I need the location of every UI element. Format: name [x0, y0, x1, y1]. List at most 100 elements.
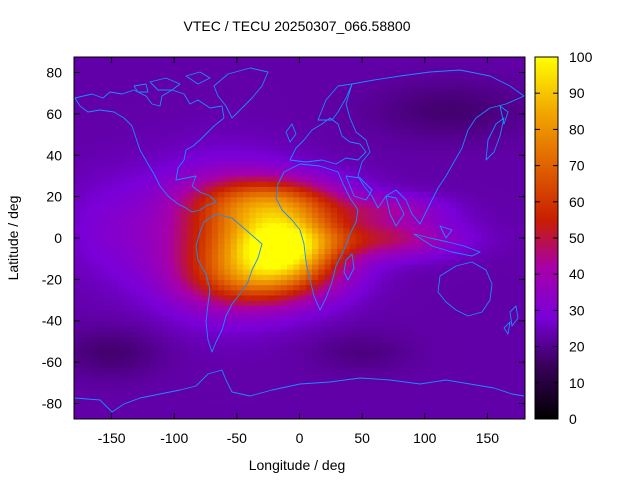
- heatmap-cell: [481, 129, 489, 136]
- heatmap-cell: [312, 341, 319, 348]
- heatmap-cell: [443, 201, 451, 208]
- heatmap-cell: [92, 57, 100, 63]
- heatmap-cell: [318, 232, 326, 239]
- heatmap-cell: [199, 196, 207, 203]
- heatmap-cell: [193, 387, 200, 394]
- heatmap-cell: [230, 258, 238, 265]
- heatmap-cell: [155, 144, 163, 151]
- heatmap-cell: [74, 398, 81, 405]
- heatmap-cell: [456, 243, 463, 249]
- heatmap-cell: [293, 93, 301, 99]
- heatmap-cell: [330, 129, 338, 136]
- heatmap-cell: [487, 77, 495, 84]
- heatmap-cell: [268, 62, 276, 68]
- heatmap-cell: [124, 206, 131, 213]
- heatmap-cell: [280, 305, 288, 311]
- heatmap-cell: [117, 212, 125, 218]
- heatmap-cell: [337, 294, 344, 301]
- heatmap-cell: [74, 243, 81, 249]
- heatmap-cell: [468, 351, 476, 358]
- heatmap-cell: [512, 362, 520, 368]
- heatmap-cell: [230, 165, 238, 172]
- heatmap-cell: [368, 269, 376, 275]
- heatmap-cell: [337, 98, 344, 105]
- heatmap-cell: [186, 62, 194, 68]
- heatmap-cell: [211, 377, 219, 384]
- heatmap-cell: [493, 155, 501, 162]
- heatmap-cell: [481, 243, 489, 249]
- heatmap-cell: [374, 351, 382, 358]
- heatmap-cell: [518, 305, 525, 311]
- heatmap-cell: [274, 134, 282, 141]
- heatmap-cell: [136, 98, 144, 105]
- heatmap-cell: [518, 113, 525, 120]
- heatmap-cell: [305, 62, 313, 68]
- heatmap-cell: [124, 289, 131, 296]
- heatmap-cell: [506, 227, 514, 234]
- heatmap-cell: [412, 88, 420, 94]
- heatmap-cell: [499, 279, 507, 286]
- heatmap-cell: [92, 82, 100, 89]
- heatmap-cell: [255, 175, 263, 182]
- heatmap-cell: [243, 62, 250, 68]
- heatmap-cell: [161, 77, 169, 84]
- heatmap-cell: [136, 356, 144, 363]
- heatmap-cell: [218, 82, 225, 89]
- heatmap-cell: [249, 263, 257, 270]
- heatmap-cell: [230, 103, 238, 110]
- heatmap-cell: [199, 289, 207, 296]
- heatmap-cell: [80, 398, 88, 405]
- heatmap-cell: [481, 62, 489, 68]
- heatmap-cell: [412, 62, 420, 68]
- heatmap-cell: [305, 222, 313, 229]
- heatmap-cell: [80, 212, 88, 218]
- heatmap-cell: [362, 139, 369, 146]
- heatmap-cell: [518, 119, 525, 125]
- heatmap-cell: [136, 113, 144, 120]
- heatmap-cell: [462, 351, 470, 358]
- heatmap-cell: [355, 346, 363, 353]
- heatmap-cell: [493, 372, 501, 379]
- heatmap-cell: [274, 201, 282, 208]
- vtec-heatmap: [74, 57, 525, 419]
- heatmap-cell: [424, 88, 432, 94]
- heatmap-cell: [268, 315, 276, 322]
- heatmap-cell: [180, 393, 188, 399]
- heatmap-cell: [506, 336, 514, 343]
- heatmap-cell: [211, 206, 219, 213]
- heatmap-cell: [124, 82, 131, 89]
- heatmap-cell: [487, 217, 495, 224]
- heatmap-cell: [443, 382, 451, 389]
- heatmap-cell: [324, 232, 332, 239]
- heatmap-cell: [405, 362, 413, 368]
- heatmap-cell: [261, 139, 269, 146]
- heatmap-cell: [149, 144, 157, 151]
- heatmap-cell: [418, 413, 426, 419]
- heatmap-cell: [437, 248, 445, 255]
- heatmap-cell: [318, 186, 326, 193]
- heatmap-cell: [280, 331, 288, 337]
- heatmap-cell: [236, 372, 244, 379]
- heatmap-cell: [193, 57, 200, 63]
- heatmap-cell: [199, 191, 207, 198]
- heatmap-cell: [243, 206, 250, 213]
- heatmap-cell: [280, 403, 288, 410]
- heatmap-cell: [387, 341, 395, 348]
- heatmap-cell: [111, 108, 119, 115]
- heatmap-cell: [349, 356, 357, 363]
- heatmap-cell: [405, 150, 413, 156]
- heatmap-cell: [481, 119, 489, 125]
- heatmap-cell: [387, 367, 395, 374]
- heatmap-cell: [387, 253, 395, 260]
- heatmap-cell: [405, 165, 413, 172]
- heatmap-cell: [481, 150, 489, 156]
- heatmap-cell: [349, 227, 357, 234]
- heatmap-cell: [180, 382, 188, 389]
- heatmap-cell: [493, 119, 501, 125]
- heatmap-cell: [205, 362, 213, 368]
- heatmap-cell: [155, 372, 163, 379]
- heatmap-cell: [167, 108, 175, 115]
- heatmap-cell: [312, 155, 319, 162]
- heatmap-cell: [149, 108, 157, 115]
- heatmap-cell: [155, 186, 163, 193]
